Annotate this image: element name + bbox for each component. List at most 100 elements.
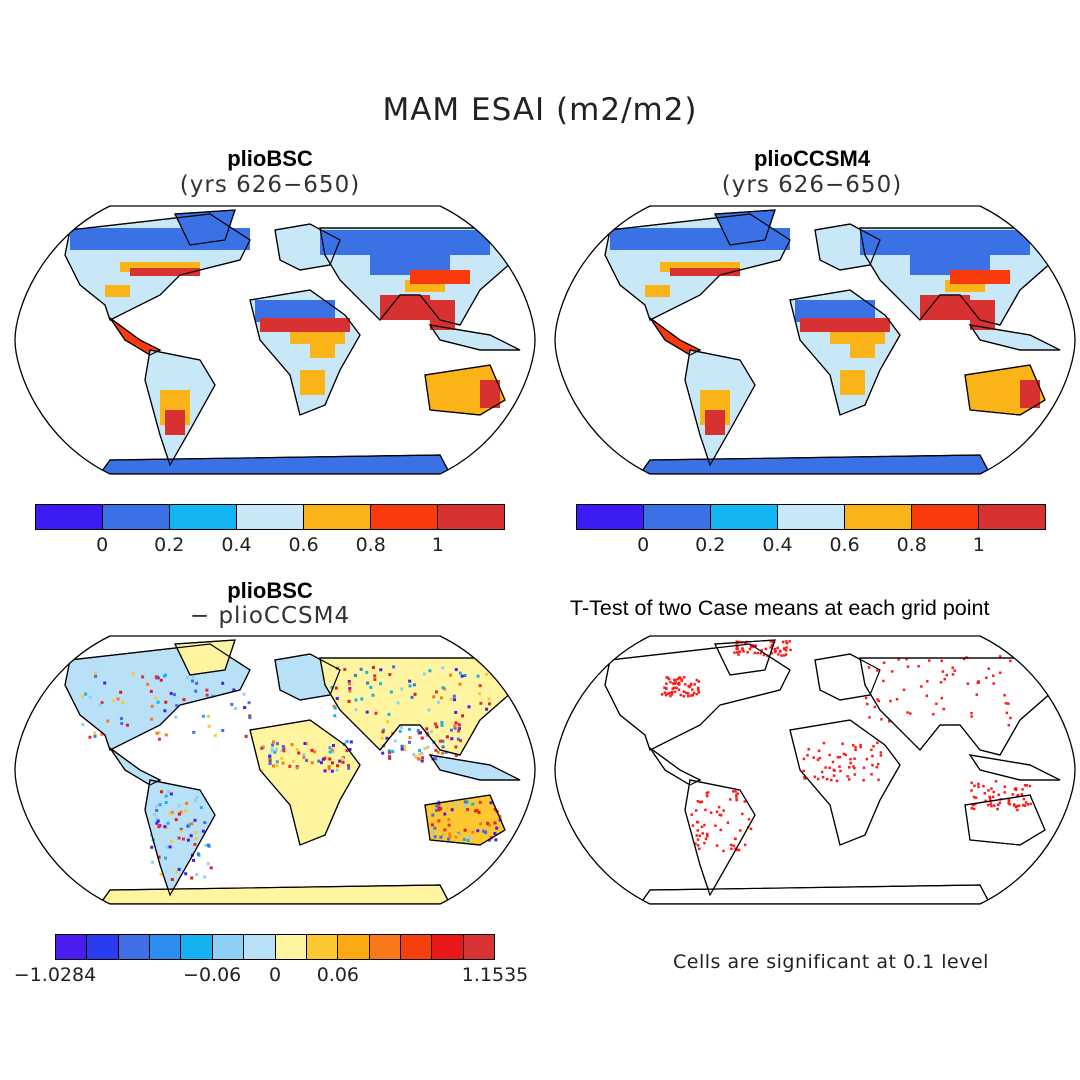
map-cell (665, 676, 669, 679)
map-cell (360, 697, 364, 701)
map-cell (743, 843, 747, 847)
map-cell (206, 862, 210, 866)
map-cell (667, 677, 671, 681)
map-cell (333, 706, 337, 710)
map-cell (729, 843, 733, 847)
map-cell (1012, 803, 1016, 806)
map-cell (408, 736, 412, 740)
map-cell (478, 692, 482, 696)
map-cell (849, 757, 852, 761)
colorbar-swatch (87, 935, 119, 959)
map-cell (302, 756, 306, 760)
map-cell (457, 723, 461, 727)
map-cell (158, 824, 162, 827)
map-cell (281, 744, 285, 748)
map-cell (1016, 804, 1019, 808)
map-cell (671, 682, 675, 685)
map-cell (437, 800, 441, 804)
colorbar-tick-label: 1.1535 (461, 964, 529, 986)
map-cell (1020, 380, 1040, 408)
map-cell (940, 659, 943, 663)
map-cell (399, 725, 403, 729)
map-cell (93, 731, 97, 735)
map-cell (695, 692, 698, 696)
map-cell (366, 681, 370, 685)
map-cell (722, 809, 725, 812)
map-cell (673, 686, 676, 690)
map-cell (749, 644, 753, 647)
map-cell (741, 648, 744, 651)
map-cell (291, 759, 295, 763)
map-cell (437, 808, 441, 812)
map-cell (232, 688, 236, 692)
map-cell (421, 756, 425, 760)
map-cell (485, 707, 489, 711)
map-cell (460, 674, 464, 678)
colorbar-tick-label: 1 (431, 534, 444, 556)
map-cell (1009, 659, 1012, 663)
map-cell (686, 694, 690, 698)
map-cell (776, 646, 780, 650)
map-cell (450, 737, 454, 741)
map-cell (234, 706, 238, 710)
map-cell (379, 668, 383, 672)
map-cell (330, 761, 334, 765)
map-cell (413, 692, 417, 696)
map-cell (697, 691, 701, 694)
map-cell (158, 803, 162, 807)
map-cell (777, 653, 780, 656)
map-cell (850, 340, 875, 358)
map-cell (735, 848, 739, 852)
map-cell (988, 797, 992, 800)
map-cell (438, 739, 442, 743)
map-cell (971, 803, 975, 807)
colorbar-tick-label: 0.6 (288, 534, 319, 556)
panel-subtitle-top-left: (yrs 626−650) (179, 172, 361, 198)
map-cell (715, 844, 719, 847)
map-cell (387, 749, 391, 753)
map-cell (179, 810, 183, 814)
map-cell (457, 729, 461, 733)
map-cell (106, 719, 110, 723)
map-cell (970, 807, 974, 810)
map-cell (441, 751, 445, 755)
map-cell (440, 823, 444, 827)
colorbar-tick-label: 0.6 (829, 534, 860, 556)
map-cell (688, 685, 691, 689)
map-cell (854, 745, 857, 749)
map-cell (950, 270, 1010, 284)
map-cell (476, 819, 480, 823)
map-cell (88, 735, 92, 739)
map-cell (1017, 793, 1020, 797)
map-cell (698, 800, 702, 804)
map-cell (463, 828, 467, 832)
map-cell (680, 678, 683, 681)
map-cell (489, 801, 493, 805)
map-cell (268, 759, 272, 763)
map-cell (323, 769, 327, 773)
map-cell (302, 753, 306, 757)
map-cell (260, 318, 350, 332)
map-cell (163, 674, 167, 678)
map-cell (260, 746, 264, 750)
map-cell (690, 688, 694, 691)
colorbar-swatch (400, 935, 433, 959)
map-cell (941, 670, 945, 673)
colorbar-swatch (304, 505, 371, 529)
map-cell (953, 669, 956, 672)
colorbar-swatch (170, 505, 237, 529)
map-cell (736, 645, 739, 649)
map-cell (271, 743, 275, 747)
map-cell (211, 694, 215, 698)
map-cell (260, 769, 264, 773)
map-cell (756, 651, 759, 655)
map-cell (345, 749, 349, 753)
map-cell (442, 687, 446, 691)
map-cell (803, 775, 806, 779)
map-cell (987, 667, 991, 670)
map-cell (696, 687, 700, 691)
map-cell (1016, 808, 1019, 812)
map-cell (175, 870, 179, 874)
map-cell (459, 739, 463, 743)
map-cell (347, 766, 351, 770)
